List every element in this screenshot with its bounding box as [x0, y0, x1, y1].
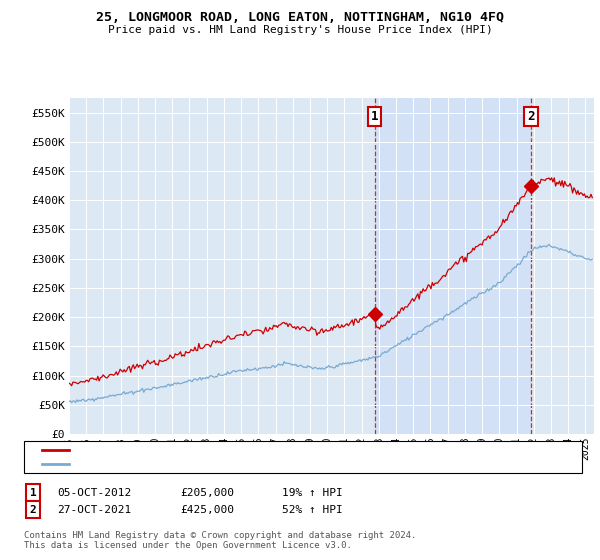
Text: 05-OCT-2012: 05-OCT-2012: [57, 488, 131, 498]
Text: 19% ↑ HPI: 19% ↑ HPI: [282, 488, 343, 498]
Text: 1: 1: [29, 488, 37, 498]
Text: 27-OCT-2021: 27-OCT-2021: [57, 505, 131, 515]
Text: £205,000: £205,000: [180, 488, 234, 498]
Text: 1: 1: [371, 110, 378, 123]
Text: 52% ↑ HPI: 52% ↑ HPI: [282, 505, 343, 515]
Text: 25, LONGMOOR ROAD, LONG EATON, NOTTINGHAM, NG10 4FQ (detached house): 25, LONGMOOR ROAD, LONG EATON, NOTTINGHA…: [75, 445, 500, 455]
Text: Price paid vs. HM Land Registry's House Price Index (HPI): Price paid vs. HM Land Registry's House …: [107, 25, 493, 35]
Text: 2: 2: [29, 505, 37, 515]
Text: £425,000: £425,000: [180, 505, 234, 515]
Text: 25, LONGMOOR ROAD, LONG EATON, NOTTINGHAM, NG10 4FQ: 25, LONGMOOR ROAD, LONG EATON, NOTTINGHA…: [96, 11, 504, 24]
Text: Contains HM Land Registry data © Crown copyright and database right 2024.
This d: Contains HM Land Registry data © Crown c…: [24, 531, 416, 550]
Text: HPI: Average price, detached house, Erewash: HPI: Average price, detached house, Erew…: [75, 459, 344, 469]
Bar: [374, 98, 530, 434]
Text: 2: 2: [527, 110, 535, 123]
